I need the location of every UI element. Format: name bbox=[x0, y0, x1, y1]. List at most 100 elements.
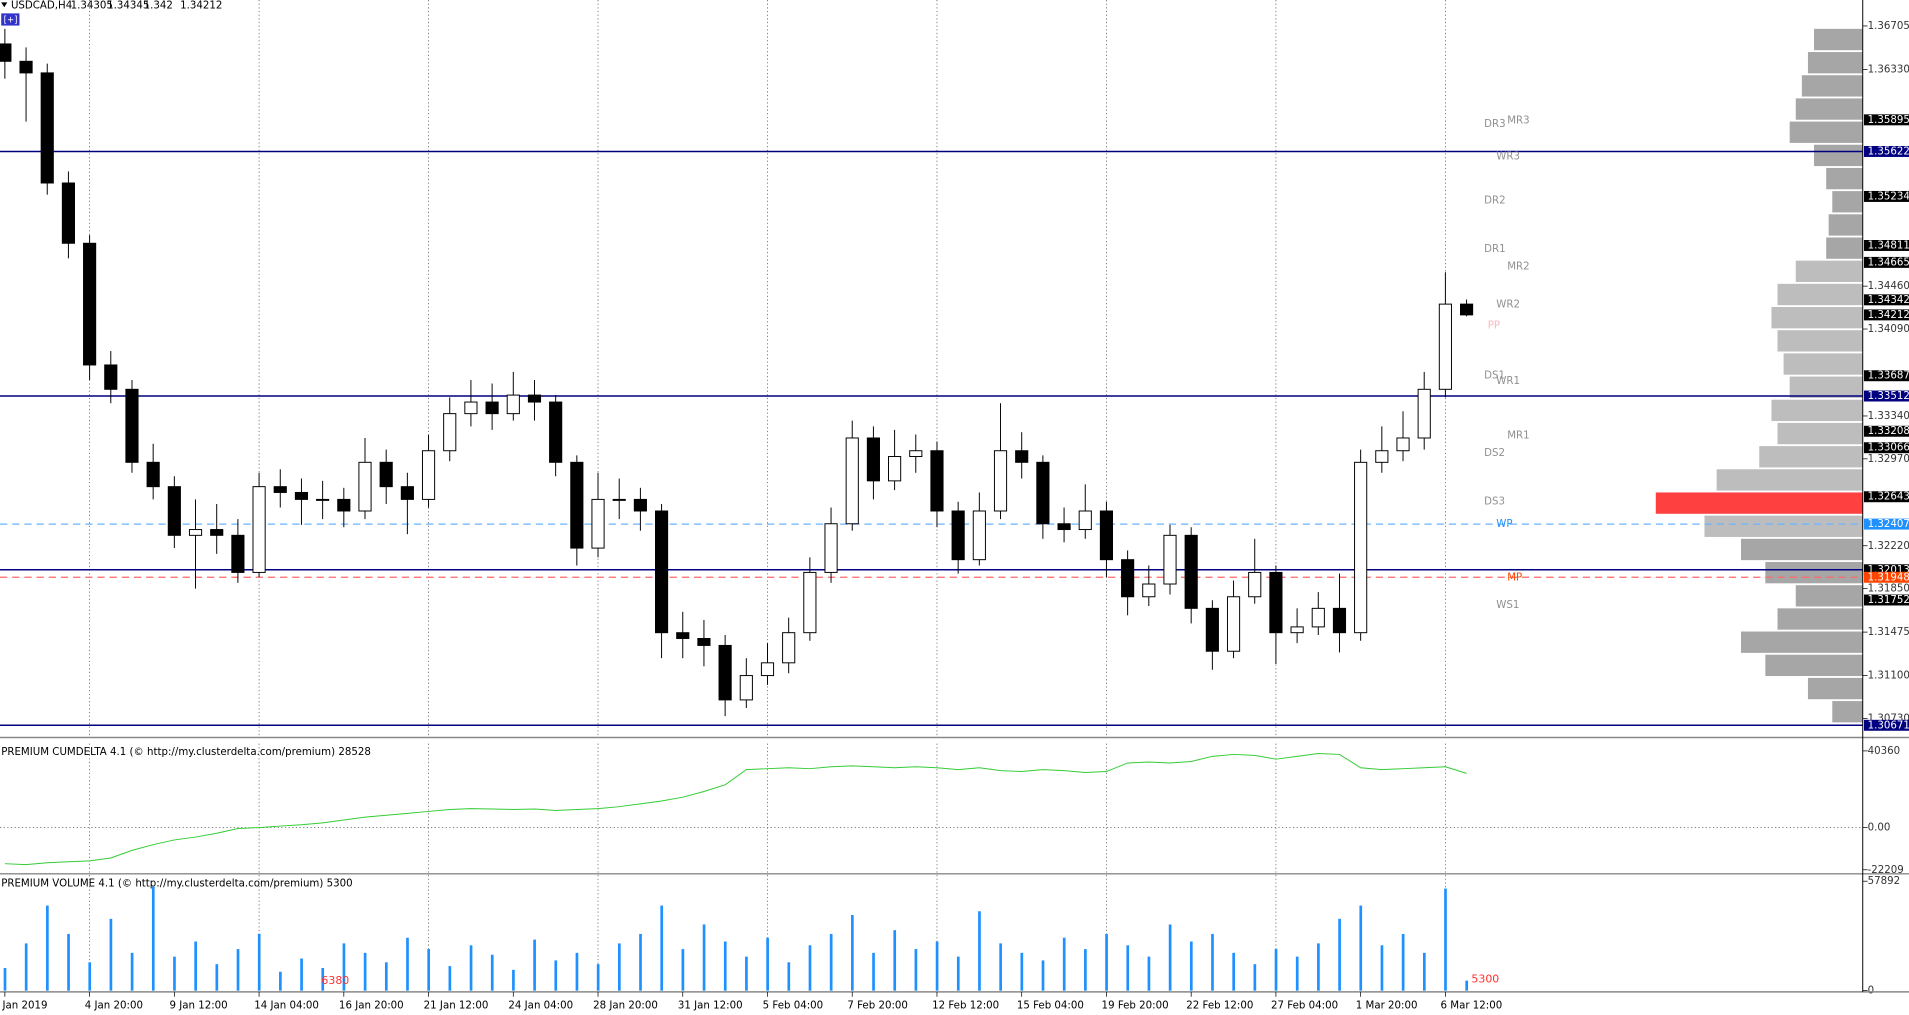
volume-bar bbox=[1147, 956, 1151, 991]
candle-body-down bbox=[951, 510, 965, 561]
volume-bar bbox=[660, 905, 664, 991]
ohlc-value: 1.34212 bbox=[180, 0, 222, 11]
volume-bar bbox=[1317, 943, 1320, 991]
price-label-box bbox=[1863, 309, 1909, 321]
menu-arrow[interactable] bbox=[1, 2, 8, 8]
volume-bar bbox=[639, 933, 642, 991]
candle-body-down bbox=[1036, 461, 1050, 525]
candle-body-down bbox=[125, 388, 139, 463]
price-label: 1.31948 bbox=[1868, 572, 1909, 583]
candle-body-down bbox=[379, 461, 393, 488]
pivot-label: WR3 bbox=[1496, 151, 1520, 162]
volume-bar bbox=[257, 933, 261, 991]
candle-body-down bbox=[273, 486, 287, 493]
candle-body-down bbox=[1332, 607, 1347, 634]
pivot-label: WR2 bbox=[1496, 300, 1520, 311]
volume-bar bbox=[533, 939, 536, 991]
candle-body-down bbox=[1015, 450, 1029, 463]
candle-body-up bbox=[824, 523, 838, 573]
price-label-box bbox=[1863, 146, 1909, 157]
volume-bar bbox=[1253, 964, 1257, 991]
ohlc-value: 1.342 bbox=[144, 0, 173, 11]
candle-body-down bbox=[633, 498, 647, 512]
pivot-label: DS3 bbox=[1484, 497, 1505, 508]
volume-bar bbox=[808, 945, 812, 991]
candle-body-up bbox=[316, 498, 330, 501]
candle-body-up bbox=[888, 456, 902, 482]
price-label-box bbox=[1863, 442, 1909, 454]
price-label-box bbox=[1863, 425, 1909, 437]
indicator-title: PREMIUM VOLUME 4.1 (© http://my.clusterd… bbox=[1, 879, 352, 890]
candle-body-up bbox=[1290, 626, 1304, 634]
volume-bar bbox=[300, 958, 303, 991]
profile-bar bbox=[1832, 701, 1863, 723]
price-label-box bbox=[1863, 518, 1909, 530]
pivot-label: MR1 bbox=[1507, 431, 1529, 442]
volume-bar bbox=[67, 933, 70, 991]
volume-bar bbox=[88, 962, 92, 991]
price-label: 1.33687 bbox=[1868, 371, 1909, 382]
profile-bar bbox=[1655, 492, 1863, 514]
x-tick-label: 7 Feb 20:00 bbox=[847, 1000, 908, 1011]
candle-body-up bbox=[739, 675, 753, 701]
price-label: 1.33066 bbox=[1868, 443, 1909, 454]
price-label: 1.32407 bbox=[1868, 519, 1909, 530]
volume-bar bbox=[956, 956, 960, 991]
volume-bar bbox=[1380, 945, 1384, 991]
pivot-label: DR1 bbox=[1484, 244, 1505, 255]
volume-bar bbox=[1020, 952, 1024, 991]
volume-bar bbox=[173, 956, 176, 991]
volume-bar bbox=[914, 949, 918, 991]
profile-bar bbox=[1771, 399, 1863, 422]
volume-bar bbox=[490, 954, 494, 991]
x-tick-label: 15 Feb 04:00 bbox=[1017, 1000, 1084, 1011]
y-tick-label: 1.36330 bbox=[1868, 64, 1909, 75]
ohlc-value: 1.34305 bbox=[71, 0, 113, 11]
volume-bar bbox=[448, 966, 452, 991]
candle-body-up bbox=[803, 571, 817, 634]
price-label-box bbox=[1863, 190, 1909, 202]
candle-body-down bbox=[655, 510, 669, 634]
candle-body-up bbox=[1311, 607, 1325, 628]
x-tick-label: 6 Mar 12:00 bbox=[1441, 1000, 1503, 1011]
x-tick-label: 14 Jan 04:00 bbox=[254, 1000, 319, 1011]
volume-bar bbox=[723, 941, 727, 991]
profile-bar bbox=[1759, 446, 1863, 468]
volume-bar bbox=[512, 969, 515, 991]
profile-bar bbox=[1789, 121, 1863, 143]
price-label-box bbox=[1863, 719, 1909, 731]
profile-bar bbox=[1777, 330, 1863, 352]
expand-button[interactable] bbox=[1, 13, 20, 26]
volume-bar bbox=[1062, 937, 1066, 991]
candle-body-up bbox=[782, 632, 796, 664]
x-tick-label: 4 Jan 20:00 bbox=[85, 1000, 143, 1011]
pivot-label: MR2 bbox=[1507, 261, 1529, 272]
candle-body-up bbox=[591, 498, 605, 549]
profile-bar bbox=[1716, 469, 1863, 491]
candle-body-down bbox=[40, 72, 54, 184]
profile-bar bbox=[1783, 353, 1863, 375]
pivot-label: DS1 bbox=[1484, 370, 1505, 381]
price-label: 1.34811 bbox=[1868, 240, 1909, 251]
candle-body-down bbox=[676, 632, 690, 639]
volume-bar bbox=[1126, 945, 1130, 991]
candle-body-up bbox=[188, 529, 203, 536]
volume-note: 6380 bbox=[321, 974, 349, 987]
volume-bar bbox=[617, 943, 621, 991]
volume-bar bbox=[24, 943, 28, 991]
x-tick-label: 5 Feb 04:00 bbox=[763, 1000, 824, 1011]
x-tick-label: 31 Jan 12:00 bbox=[678, 1000, 743, 1011]
candle-body-down bbox=[1205, 607, 1219, 652]
volume-bar bbox=[999, 943, 1002, 991]
price-label: 1.30671 bbox=[1868, 720, 1909, 731]
price-label: 1.35895 bbox=[1868, 115, 1909, 126]
volume-bar bbox=[215, 964, 219, 991]
volume-bar bbox=[1105, 933, 1108, 991]
candle-body-down bbox=[549, 401, 563, 463]
candle-body-up bbox=[1248, 571, 1262, 598]
pivot-label: DR3 bbox=[1484, 119, 1505, 130]
y-tick-label: -22209 bbox=[1868, 865, 1904, 876]
y-tick-label: 1.32970 bbox=[1868, 454, 1909, 465]
price-label: 1.34342 bbox=[1868, 295, 1909, 306]
